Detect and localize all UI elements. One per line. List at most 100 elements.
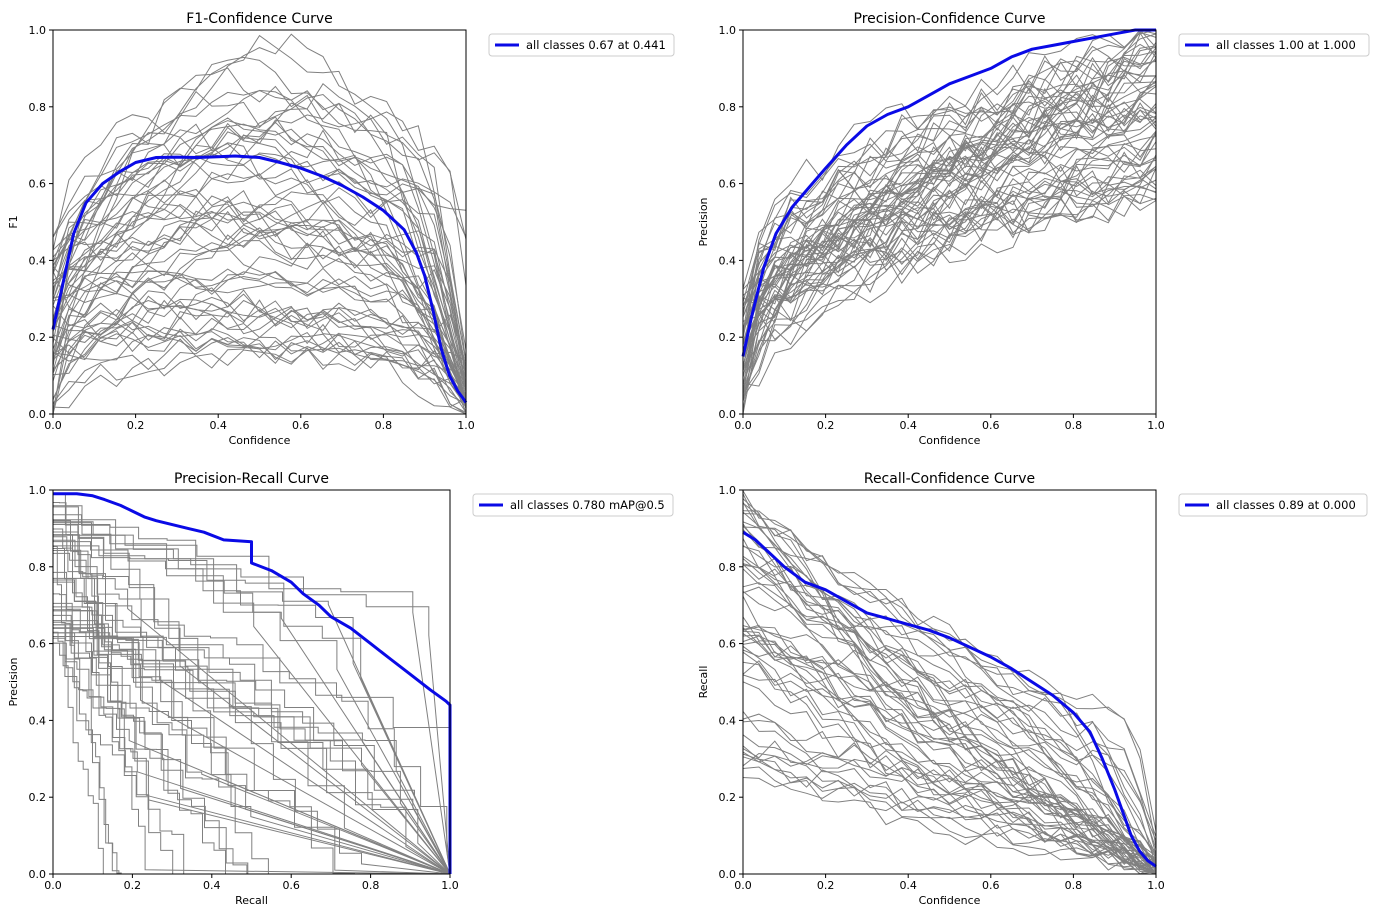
precision-all-classes-line bbox=[741, 28, 1156, 357]
class-curve bbox=[53, 514, 451, 875]
class-curve bbox=[52, 123, 467, 350]
y-tick-label: 0.8 bbox=[719, 101, 737, 114]
class-curve bbox=[742, 624, 1157, 870]
class-curve bbox=[53, 521, 451, 875]
class-curve bbox=[52, 210, 467, 396]
y-tick-label: 0.4 bbox=[29, 714, 47, 727]
class-curve bbox=[742, 45, 1157, 307]
class-curve bbox=[53, 528, 451, 875]
class-curve bbox=[742, 641, 1157, 875]
y-tick-label: 0.6 bbox=[719, 638, 737, 651]
class-curve bbox=[742, 51, 1157, 304]
class-curve bbox=[742, 713, 1157, 871]
x-tick-label: 1.0 bbox=[457, 419, 475, 432]
class-curve bbox=[53, 624, 451, 875]
class-curve bbox=[742, 538, 1157, 857]
class-curve bbox=[742, 101, 1157, 318]
class-curve bbox=[52, 132, 467, 396]
y-tick-label: 0.2 bbox=[29, 791, 47, 804]
class-curve bbox=[53, 609, 451, 875]
class-curve bbox=[52, 218, 467, 383]
class-curve bbox=[52, 242, 467, 406]
class-curve bbox=[742, 175, 1157, 369]
y-tick-label: 0.0 bbox=[719, 868, 737, 881]
legend-label: all classes 0.67 at 0.441 bbox=[526, 38, 666, 52]
class-curve bbox=[742, 634, 1157, 873]
x-tick-label: 0.6 bbox=[982, 879, 1000, 892]
legend-box bbox=[1178, 493, 1368, 517]
class-curve bbox=[53, 531, 451, 875]
class-curve bbox=[53, 579, 450, 875]
class-curve bbox=[52, 226, 467, 373]
class-curve bbox=[742, 719, 1157, 860]
x-tick-label: 0.8 bbox=[1065, 879, 1083, 892]
class-curve bbox=[52, 191, 467, 399]
class-curve bbox=[742, 545, 1157, 866]
x-tick-label: 0.8 bbox=[375, 419, 393, 432]
x-tick-label: 0.0 bbox=[44, 419, 62, 432]
class-curve bbox=[52, 142, 467, 400]
class-curve bbox=[52, 195, 467, 368]
y-tick-label: 0.0 bbox=[29, 868, 47, 881]
class-curve bbox=[742, 751, 1157, 873]
class-curve bbox=[742, 29, 1157, 385]
class-curve bbox=[53, 502, 451, 875]
y-tick-label: 1.0 bbox=[29, 24, 47, 37]
class-curve bbox=[52, 292, 467, 413]
x-tick-label: 0.6 bbox=[982, 419, 1000, 432]
class-curve bbox=[742, 558, 1157, 864]
class-curve bbox=[52, 114, 467, 388]
class-curve bbox=[742, 141, 1157, 354]
recall-chart: 0.0 0.2 0.4 0.6 0.8 1.0 0.0 0.2 0.4 0.6 0.8 1.0 Reca… bbox=[697, 471, 1368, 907]
class-curve bbox=[53, 627, 451, 875]
class-curve bbox=[742, 627, 1157, 875]
y-tick-label: 0.6 bbox=[719, 178, 737, 191]
class-curve bbox=[742, 51, 1157, 390]
class-curve bbox=[53, 522, 451, 875]
class-curve bbox=[52, 287, 467, 397]
x-tick-label: 0.2 bbox=[817, 879, 835, 892]
class-curve bbox=[52, 117, 467, 411]
class-curve bbox=[53, 627, 451, 875]
class-curve bbox=[742, 529, 1157, 848]
class-curve bbox=[742, 32, 1157, 356]
pr-all-classes-line bbox=[53, 492, 452, 874]
class-curve bbox=[742, 734, 1157, 870]
precision-chart: 0.0 0.2 0.4 0.6 0.8 1.0 0.0 0.2 0.4 0.6 0.8 1.0 Prec… bbox=[697, 11, 1370, 447]
class-curve bbox=[742, 29, 1157, 333]
class-curve bbox=[742, 498, 1157, 875]
class-curve bbox=[53, 550, 451, 875]
y-tick-label: 0.2 bbox=[719, 791, 737, 804]
f1-legend: all classes 0.67 at 0.441 bbox=[488, 33, 675, 57]
class-curve bbox=[53, 536, 450, 875]
class-curve bbox=[742, 745, 1157, 875]
y-tick-label: 1.0 bbox=[719, 484, 737, 497]
y-tick-label: 0.4 bbox=[719, 254, 737, 267]
class-curve bbox=[742, 183, 1157, 328]
class-curve bbox=[742, 42, 1157, 289]
class-curve bbox=[52, 196, 467, 407]
class-curve bbox=[742, 70, 1157, 394]
y-tick-label: 0.8 bbox=[719, 561, 737, 574]
f1-all-classes-line bbox=[51, 154, 468, 404]
class-curve bbox=[52, 219, 467, 396]
class-curve bbox=[742, 156, 1157, 371]
class-curve bbox=[742, 43, 1157, 354]
pr-title: Precision-Recall Curve bbox=[174, 471, 329, 487]
x-tick-label: 0.4 bbox=[899, 419, 917, 432]
legend-label: all classes 0.89 at 0.000 bbox=[1216, 498, 1356, 512]
class-curve bbox=[52, 324, 467, 414]
class-curve bbox=[742, 660, 1157, 869]
class-curve bbox=[53, 539, 451, 875]
class-curve bbox=[52, 211, 467, 390]
class-curve bbox=[742, 98, 1157, 331]
y-tick-label: 0.2 bbox=[29, 331, 47, 344]
class-curve bbox=[53, 524, 451, 875]
precision-y-axis-label: Precision bbox=[697, 197, 710, 246]
class-curve bbox=[742, 674, 1157, 867]
x-tick-label: 0.8 bbox=[362, 879, 380, 892]
y-tick-label: 0.8 bbox=[29, 561, 47, 574]
y-tick-label: 0.6 bbox=[29, 638, 47, 651]
legend-label: all classes 0.780 mAP@0.5 bbox=[510, 498, 665, 512]
class-curve bbox=[742, 510, 1157, 853]
